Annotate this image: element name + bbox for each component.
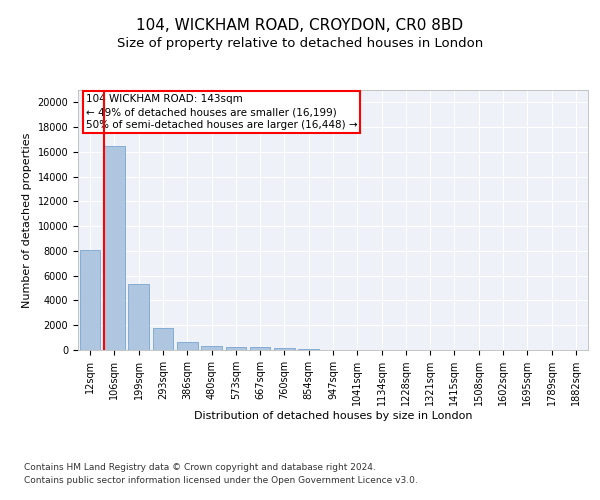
Text: Contains HM Land Registry data © Crown copyright and database right 2024.: Contains HM Land Registry data © Crown c… xyxy=(24,462,376,471)
Bar xyxy=(104,146,125,350)
Bar xyxy=(250,348,271,350)
Bar xyxy=(152,328,173,350)
Bar xyxy=(298,348,319,350)
Bar xyxy=(274,348,295,350)
Text: 104 WICKHAM ROAD: 143sqm
← 49% of detached houses are smaller (16,199)
50% of se: 104 WICKHAM ROAD: 143sqm ← 49% of detach… xyxy=(86,94,357,130)
Bar xyxy=(128,284,149,350)
Bar xyxy=(177,342,197,350)
Bar xyxy=(226,346,246,350)
X-axis label: Distribution of detached houses by size in London: Distribution of detached houses by size … xyxy=(194,411,472,421)
Y-axis label: Number of detached properties: Number of detached properties xyxy=(22,132,32,308)
Bar xyxy=(201,346,222,350)
Text: 104, WICKHAM ROAD, CROYDON, CR0 8BD: 104, WICKHAM ROAD, CROYDON, CR0 8BD xyxy=(136,18,464,32)
Text: Size of property relative to detached houses in London: Size of property relative to detached ho… xyxy=(117,38,483,51)
Bar xyxy=(80,250,100,350)
Text: Contains public sector information licensed under the Open Government Licence v3: Contains public sector information licen… xyxy=(24,476,418,485)
